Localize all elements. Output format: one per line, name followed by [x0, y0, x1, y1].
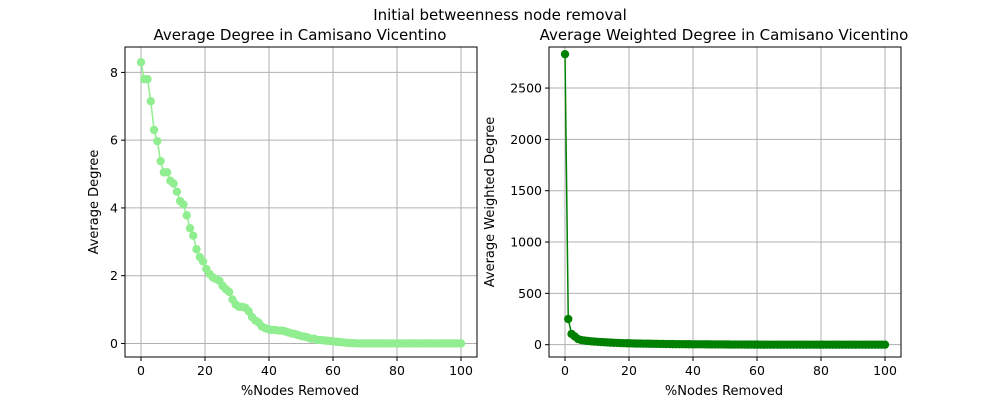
- y-axis-label: Average Weighted Degree: [483, 117, 498, 288]
- series-markers: [136, 58, 466, 348]
- data-point: [185, 224, 195, 233]
- data-point: [162, 168, 172, 177]
- data-point: [146, 97, 155, 106]
- chart-title: Average Degree in Camisano Vicentino: [154, 26, 447, 44]
- x-tick-label: 80: [389, 363, 405, 378]
- y-tick-label: 500: [518, 286, 542, 301]
- x-axis-label: %Nodes Removed: [665, 384, 783, 399]
- x-tick-label: 60: [325, 363, 341, 378]
- x-axis-label: %Nodes Removed: [241, 384, 359, 399]
- data-point: [156, 156, 165, 166]
- data-point: [182, 211, 191, 220]
- y-tick-label: 1500: [510, 183, 542, 198]
- grid: [125, 47, 477, 357]
- x-tick-label: 0: [561, 363, 569, 378]
- y-axis-label: Average Degree: [87, 150, 102, 255]
- data-point: [153, 136, 162, 146]
- chart-title: Average Weighted Degree in Camisano Vice…: [540, 26, 909, 44]
- x-tick-label: 100: [873, 363, 897, 378]
- y-tick-label: 2: [110, 268, 118, 283]
- data-point: [880, 340, 890, 349]
- chart-average-degree: Average Degree in Camisano Vicentino %No…: [87, 26, 478, 399]
- data-point: [456, 339, 466, 348]
- x-tick-label: 60: [749, 363, 765, 378]
- x-tick-label: 40: [685, 363, 701, 378]
- y-tick-label: 2000: [510, 132, 542, 147]
- x-tick-label: 80: [813, 363, 829, 378]
- y-tick-label: 2500: [510, 81, 542, 96]
- figure-suptitle: Initial betweenness node removal: [373, 6, 627, 24]
- data-point: [169, 179, 178, 188]
- data-point: [136, 58, 146, 67]
- x-tick-label: 40: [261, 363, 277, 378]
- data-point: [172, 187, 182, 196]
- y-tick-label: 6: [110, 133, 118, 148]
- x-tick-label: 100: [449, 363, 473, 378]
- data-point: [224, 287, 234, 297]
- data-point: [564, 314, 573, 324]
- series-line: [564, 54, 885, 346]
- data-point: [149, 125, 159, 135]
- series-markers: [560, 49, 890, 349]
- data-point: [143, 74, 152, 84]
- data-point: [189, 231, 198, 240]
- y-tick-label: 0: [110, 336, 118, 351]
- plot-frame: [548, 46, 902, 358]
- series-line: [140, 62, 461, 345]
- x-tick-label: 0: [137, 363, 145, 378]
- plot-frame: [124, 46, 478, 358]
- x-tick-label: 20: [621, 363, 637, 378]
- data-point: [179, 200, 188, 209]
- x-tick-label: 20: [197, 363, 213, 378]
- y-tick-label: 8: [110, 65, 118, 80]
- y-tick-label: 0: [534, 337, 542, 352]
- data-point: [560, 49, 570, 59]
- chart-average-weighted-degree: Average Weighted Degree in Camisano Vice…: [483, 26, 908, 399]
- y-tick-label: 1000: [510, 235, 542, 250]
- data-point: [198, 257, 208, 266]
- y-tick-label: 4: [110, 200, 118, 215]
- data-point: [192, 245, 201, 254]
- grid: [549, 47, 901, 357]
